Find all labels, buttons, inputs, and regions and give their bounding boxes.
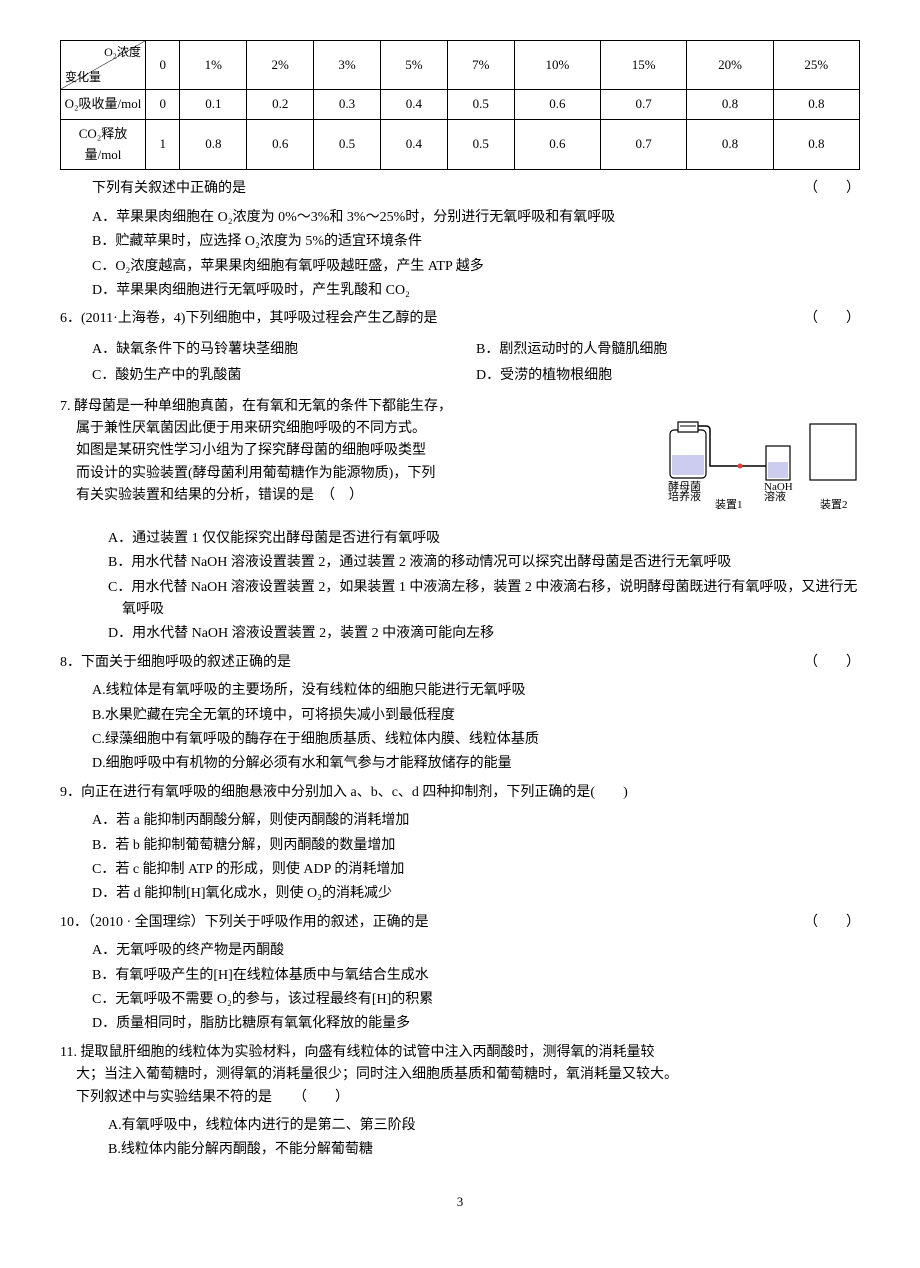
cell: 0.8: [687, 90, 773, 120]
option-c: C．O₂浓度越高，苹果果肉细胞有氧呼吸越旺盛，产生 ATP 越多: [92, 256, 860, 278]
cell: 0.5: [447, 119, 514, 170]
col-head: 1%: [180, 41, 247, 90]
q9-stem: 9．向正在进行有氧呼吸的细胞悬液中分别加入 a、b、c、d 四种抑制剂，下列正确…: [60, 785, 628, 800]
q8-opt-b: B.水果贮藏在完全无氧的环境中，可将损失减小到最低程度: [92, 705, 860, 727]
q11-line3: 下列叙述中与实验结果不符的是 （ ）: [60, 1087, 860, 1109]
q6-opt-b: B．剧烈运动时的人骨髓肌细胞: [476, 339, 860, 361]
cell: 0.5: [314, 119, 381, 170]
question-8: 8．下面关于细胞呼吸的叙述正确的是 （ ）: [60, 652, 860, 674]
q7-opt-c: C．用水代替 NaOH 溶液设置装置 2，如果装置 1 中液滴左移，装置 2 中…: [108, 577, 860, 622]
q9-opt-d: D．若 d 能抑制[H]氧化成水，则使 O₂的消耗减少: [92, 883, 860, 905]
q8-stem: 8．下面关于细胞呼吸的叙述正确的是: [60, 655, 291, 670]
q6-opt-d: D．受涝的植物根细胞: [476, 365, 860, 387]
cell: 0.8: [773, 90, 859, 120]
option-b: B．贮藏苹果时，应选择 O₂浓度为 5%的适宜环境条件: [92, 231, 860, 253]
cell: 1: [146, 119, 180, 170]
option-a: A．苹果果肉细胞在 O₂浓度为 0%～3%和 3%～25%时，分别进行无氧呼吸和…: [92, 207, 860, 229]
col-head: 2%: [247, 41, 314, 90]
diag-top-label: O₂浓度: [104, 43, 141, 62]
cell: 0.6: [514, 90, 600, 120]
q6-opt-c: C．酸奶生产中的乳酸菌: [92, 365, 476, 387]
q9-opt-b: B．若 b 能抑制葡萄糖分解，则丙酮酸的数量增加: [92, 835, 860, 857]
cell: 0.4: [380, 90, 447, 120]
answer-paren: （ ）: [804, 652, 860, 674]
option-d: D．苹果果肉细胞进行无氧呼吸时，产生乳酸和 CO₂: [92, 280, 860, 302]
q7-opt-d: D．用水代替 NaOH 溶液设置装置 2，装置 2 中液滴可能向左移: [108, 623, 860, 645]
question-9: 9．向正在进行有氧呼吸的细胞悬液中分别加入 a、b、c、d 四种抑制剂，下列正确…: [60, 782, 860, 804]
cell: 0.6: [514, 119, 600, 170]
q8-opt-a: A.线粒体是有氧呼吸的主要场所，没有线粒体的细胞只能进行无氧呼吸: [92, 680, 860, 702]
col-head: 5%: [380, 41, 447, 90]
cell: 0: [146, 90, 180, 120]
question-intro: 下列有关叙述中正确的是 （ ）: [60, 178, 860, 200]
question-10: 10．（2010 · 全国理综）下列关于呼吸作用的叙述，正确的是 （ ）: [60, 912, 860, 934]
col-head: 0: [146, 41, 180, 90]
cell: 0.2: [247, 90, 314, 120]
q8-opt-c: C.绿藻细胞中有氧呼吸的酶存在于细胞质基质、线粒体内膜、线粒体基质: [92, 729, 860, 751]
cell: 0.4: [380, 119, 447, 170]
row-label: O₂吸收量/mol: [61, 90, 146, 120]
cell: 0.3: [314, 90, 381, 120]
intro-text: 下列有关叙述中正确的是: [92, 181, 246, 196]
table-header-diag: O₂浓度 变化量: [61, 41, 146, 90]
cell: 0.1: [180, 90, 247, 120]
cell: 0.8: [687, 119, 773, 170]
row-label: CO₂释放量/mol: [61, 119, 146, 170]
apparatus-figure: 酵母菌 培养液 NaOH 溶液 装置1 装置2: [660, 400, 860, 518]
col-head: 25%: [773, 41, 859, 90]
cell: 0.7: [601, 119, 687, 170]
q8-opt-d: D.细胞呼吸中有机物的分解必须有水和氧气参与才能释放储存的能量: [92, 753, 860, 775]
q7-opt-b: B．用水代替 NaOH 溶液设置装置 2，通过装置 2 液滴的移动情况可以探究出…: [108, 552, 860, 574]
q10-opt-d: D．质量相同时，脂肪比糖原有氧氧化释放的能量多: [92, 1013, 860, 1035]
col-head: 15%: [601, 41, 687, 90]
q11-opt-a: A.有氧呼吸中，线粒体内进行的是第二、第三阶段: [108, 1115, 860, 1137]
q10-opt-a: A．无氧呼吸的终产物是丙酮酸: [92, 940, 860, 962]
col-head: 20%: [687, 41, 773, 90]
q9-opt-c: C．若 c 能抑制 ATP 的形成，则使 ADP 的消耗增加: [92, 859, 860, 881]
fig-label-sol: 溶液: [764, 489, 786, 503]
q10-opt-c: C．无氧呼吸不需要 O₂的参与，该过程最终有[H]的积累: [92, 989, 860, 1011]
q7-opt-a: A．通过装置 1 仅仅能探究出酵母菌是否进行有氧呼吸: [108, 528, 860, 550]
cell: 0.6: [247, 119, 314, 170]
cell: 0.5: [447, 90, 514, 120]
q10-opt-b: B．有氧呼吸产生的[H]在线粒体基质中与氧结合生成水: [92, 965, 860, 987]
q11-opt-b: B.线粒体内能分解丙酮酸，不能分解葡萄糖: [108, 1139, 860, 1161]
col-head: 7%: [447, 41, 514, 90]
question-11: 11. 提取鼠肝细胞的线粒体为实验材料，向盛有线粒体的试管中注入丙酮酸时，测得氧…: [60, 1042, 860, 1109]
q6-stem: 6．(2011·上海卷，4)下列细胞中，其呼吸过程会产生乙醇的是: [60, 311, 437, 326]
q10-stem: 10．（2010 · 全国理综）下列关于呼吸作用的叙述，正确的是: [60, 915, 429, 930]
fig-dev1-label: 装置1: [715, 498, 743, 510]
question-6: 6．(2011·上海卷，4)下列细胞中，其呼吸过程会产生乙醇的是 （ ）: [60, 308, 860, 330]
fig-dev2-label: 装置2: [820, 498, 848, 510]
fig-label-broth: 培养液: [668, 489, 701, 503]
question-7: 酵母菌 培养液 NaOH 溶液 装置1 装置2 7. 酵母菌是一种单细胞真菌，在…: [60, 396, 860, 522]
col-head: 10%: [514, 41, 600, 90]
q6-opt-a: A．缺氧条件下的马铃薯块茎细胞: [92, 339, 476, 361]
q11-line1: 11. 提取鼠肝细胞的线粒体为实验材料，向盛有线粒体的试管中注入丙酮酸时，测得氧…: [60, 1042, 860, 1064]
col-head: 3%: [314, 41, 381, 90]
q9-opt-a: A．若 a 能抑制丙酮酸分解，则使丙酮酸的消耗增加: [92, 810, 860, 832]
data-table: O₂浓度 变化量 0 1% 2% 3% 5% 7% 10% 15% 20% 25…: [60, 40, 860, 170]
answer-paren: （ ）: [804, 178, 860, 200]
cell: 0.8: [180, 119, 247, 170]
diag-bot-label: 变化量: [65, 68, 101, 87]
q11-line2: 大；当注入葡萄糖时，测得氧的消耗量很少；同时注入细胞质基质和葡萄糖时，氧消耗量又…: [60, 1064, 860, 1086]
answer-paren: （ ）: [804, 308, 860, 330]
cell: 0.8: [773, 119, 859, 170]
answer-paren: （ ）: [804, 912, 860, 934]
page-number: 3: [60, 1192, 860, 1213]
cell: 0.7: [601, 90, 687, 120]
